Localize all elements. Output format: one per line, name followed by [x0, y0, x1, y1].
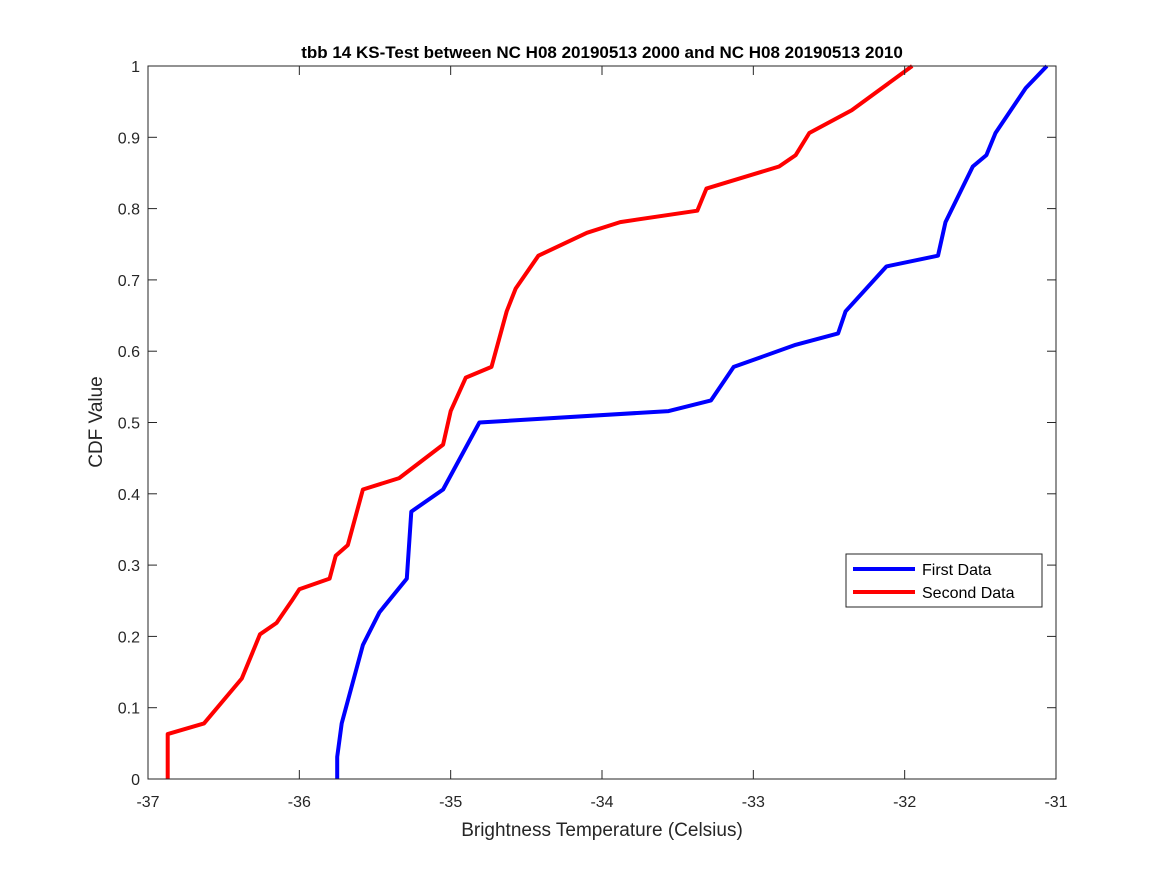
legend: First Data Second Data — [845, 553, 1043, 608]
y-tick-label: 0.1 — [118, 701, 140, 718]
chart-title: tbb 14 KS-Test between NC H08 20190513 2… — [301, 43, 903, 62]
series-line-second-data — [165, 64, 914, 779]
x-tick-label: -35 — [439, 794, 462, 811]
legend-box — [845, 553, 1043, 608]
legend-label-first-data: First Data — [922, 562, 991, 579]
y-axis: 0 0.1 0.2 0.3 0.4 0.5 0.6 0.7 0.8 0.9 1 — [118, 59, 1056, 789]
legend-label-second-data: Second Data — [922, 585, 1015, 602]
series-line-first-data — [335, 64, 1049, 779]
y-tick-label: 0.5 — [118, 416, 140, 433]
x-tick-label: -36 — [288, 794, 311, 811]
x-tick-label: -31 — [1044, 794, 1067, 811]
y-tick-label: 0 — [131, 772, 140, 789]
x-axis: -37 -36 -35 -34 -33 -32 -31 — [136, 66, 1068, 811]
y-tick-label: 0.4 — [118, 487, 140, 504]
y-tick-label: 0.3 — [118, 558, 140, 575]
x-tick-label: -32 — [893, 794, 916, 811]
x-tick-label: -37 — [136, 794, 159, 811]
y-tick-label: 0.7 — [118, 273, 140, 290]
y-tick-label: 0.6 — [118, 344, 140, 361]
x-tick-label: -33 — [742, 794, 765, 811]
y-tick-label: 0.8 — [118, 202, 140, 219]
y-tick-label: 1 — [131, 59, 140, 76]
plot-area — [148, 66, 1056, 779]
y-axis-label: CDF Value — [86, 376, 107, 468]
y-tick-label: 0.9 — [118, 130, 140, 147]
series-layer — [165, 64, 1049, 779]
x-axis-label: Brightness Temperature (Celsius) — [461, 820, 743, 841]
y-tick-label: 0.2 — [118, 629, 140, 646]
x-tick-label: -34 — [590, 794, 613, 811]
